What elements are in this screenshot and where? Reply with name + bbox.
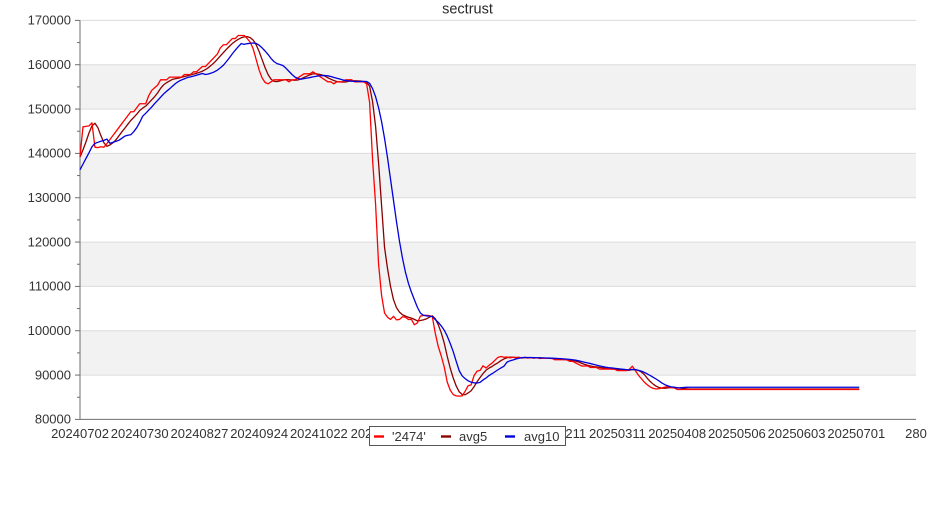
svg-text:'2474': '2474': [392, 429, 426, 444]
svg-text:20240924: 20240924: [230, 426, 288, 441]
svg-text:110000: 110000: [29, 279, 71, 294]
svg-text:20250603: 20250603: [768, 426, 826, 441]
svg-text:90000: 90000: [35, 367, 71, 382]
svg-text:80000: 80000: [35, 412, 71, 427]
svg-text:20250408: 20250408: [648, 426, 706, 441]
svg-text:20250311: 20250311: [589, 426, 646, 441]
svg-text:20250506: 20250506: [708, 426, 766, 441]
svg-text:170000: 170000: [28, 13, 71, 28]
svg-text:120000: 120000: [28, 234, 71, 249]
svg-text:sectrust: sectrust: [442, 2, 493, 18]
svg-text:100000: 100000: [28, 323, 71, 338]
svg-text:20250701: 20250701: [827, 426, 885, 441]
svg-text:160000: 160000: [28, 57, 71, 72]
svg-text:130000: 130000: [28, 190, 71, 205]
svg-text:20241022: 20241022: [290, 426, 348, 441]
svg-text:150000: 150000: [28, 101, 71, 116]
svg-text:140000: 140000: [28, 146, 71, 161]
svg-text:280: 280: [905, 426, 927, 441]
svg-text:avg5: avg5: [459, 429, 487, 444]
svg-text:20240702: 20240702: [51, 426, 109, 441]
svg-text:20240827: 20240827: [171, 426, 229, 441]
svg-text:avg10: avg10: [524, 429, 559, 444]
svg-text:20240730: 20240730: [111, 426, 169, 441]
